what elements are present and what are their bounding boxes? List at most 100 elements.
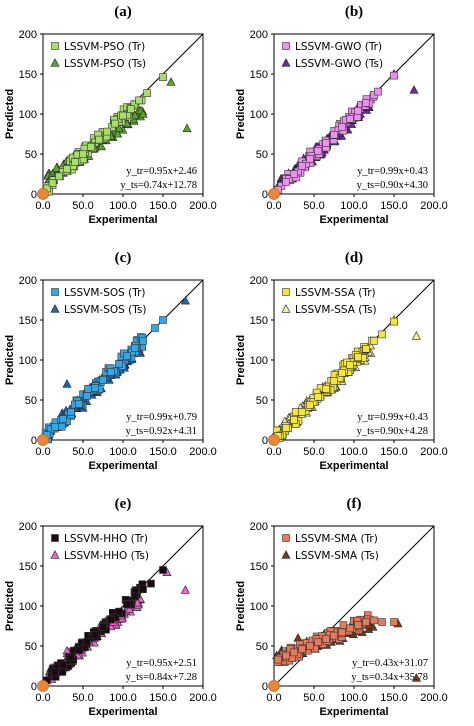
legend-entry: LSSVM-SOS (Tr) bbox=[64, 287, 146, 299]
data-point bbox=[274, 655, 282, 664]
x-tick-label: 0.0 bbox=[266, 200, 281, 212]
legend-entry: LSSVM-GWO (Tr) bbox=[295, 41, 382, 53]
data-point bbox=[138, 109, 148, 118]
data-point bbox=[290, 416, 298, 424]
legend-entry: LSSVM-PSO (Ts) bbox=[64, 58, 146, 70]
panel-label: (c) bbox=[115, 250, 132, 266]
y-tick-label: 50 bbox=[256, 641, 268, 653]
x-tick-label: 100.0 bbox=[109, 200, 137, 212]
y-tick-label: 150 bbox=[19, 315, 37, 327]
data-point bbox=[182, 123, 192, 132]
fit-equation: y_tr=0.99x+0.43 bbox=[357, 166, 428, 177]
data-point bbox=[75, 400, 83, 408]
legend: LSSVM-GWO (Tr) LSSVM-GWO (Ts) bbox=[281, 41, 383, 70]
fit-equation: y_ts=0.90x+4.28 bbox=[357, 426, 428, 437]
data-point bbox=[52, 163, 62, 172]
origin-marker bbox=[37, 434, 49, 446]
legend-entry: LSSVM-GWO (Ts) bbox=[295, 58, 383, 70]
fit-equation: y_ts=0.74x+12.78 bbox=[120, 180, 197, 191]
data-point bbox=[48, 179, 57, 187]
data-point bbox=[370, 616, 378, 625]
legend-swatch bbox=[51, 42, 59, 50]
y-tick-label: 0 bbox=[31, 435, 37, 447]
panel-a: (a) 0.0 50.0 100.0 150.0 200.0 0 50 100 150 200 Exp… bbox=[4, 4, 217, 226]
data-point bbox=[159, 566, 167, 574]
legend-swatch bbox=[281, 550, 291, 559]
data-point bbox=[290, 648, 298, 657]
fit-equation: y_ts=0.92x+4.31 bbox=[126, 426, 197, 437]
data-point bbox=[59, 661, 67, 670]
data-point bbox=[123, 352, 131, 360]
legend-entry: LSSVM-SOS (Ts) bbox=[64, 304, 146, 316]
data-point bbox=[51, 668, 59, 677]
y-tick-label: 150 bbox=[250, 561, 268, 573]
data-point bbox=[338, 368, 346, 377]
data-point bbox=[282, 424, 290, 432]
legend-swatch bbox=[50, 304, 60, 313]
fit-equation: y_ts=0.84x+7.28 bbox=[126, 672, 197, 683]
y-tick-label: 50 bbox=[25, 395, 37, 407]
data-point bbox=[362, 618, 370, 626]
origin-marker bbox=[268, 434, 280, 446]
data-point bbox=[131, 592, 139, 601]
data-point bbox=[123, 600, 131, 609]
data-point bbox=[180, 585, 190, 594]
x-tick-label: 150.0 bbox=[149, 446, 177, 458]
legend-swatch bbox=[282, 42, 290, 50]
data-point bbox=[103, 127, 111, 136]
data-point bbox=[322, 139, 330, 147]
y-tick-label: 0 bbox=[31, 189, 37, 201]
x-tick-label: 150.0 bbox=[380, 200, 408, 212]
data-point bbox=[314, 392, 322, 401]
x-tick-label: 0.0 bbox=[35, 446, 50, 458]
panel-d: (d) 0.0 50.0 100.0 150.0 200.0 0 50 100 150 200 Exp… bbox=[235, 250, 448, 472]
data-point bbox=[362, 344, 370, 353]
data-point bbox=[378, 618, 386, 626]
data-point bbox=[298, 162, 306, 170]
data-point bbox=[338, 628, 346, 637]
y-tick-label: 50 bbox=[256, 149, 268, 161]
data-point bbox=[314, 147, 322, 155]
data-point bbox=[346, 624, 354, 633]
series-square bbox=[41, 73, 167, 196]
data-point bbox=[139, 336, 147, 345]
data-point bbox=[306, 155, 314, 163]
data-point bbox=[306, 642, 314, 650]
data-point bbox=[139, 585, 147, 594]
legend: LSSVM-HHO (Tr) LSSVM-HHO (Ts) bbox=[50, 533, 149, 562]
y-tick-label: 100 bbox=[250, 601, 268, 613]
data-point bbox=[130, 110, 140, 120]
origin-marker bbox=[268, 188, 280, 200]
data-point bbox=[62, 379, 72, 388]
legend-entry: LSSVM-HHO (Ts) bbox=[64, 550, 149, 562]
fit-equation: y_tr=0.99x+0.79 bbox=[126, 412, 197, 423]
data-point bbox=[91, 384, 99, 392]
data-point bbox=[306, 400, 314, 409]
x-axis-title: Experimental bbox=[319, 706, 388, 718]
data-point bbox=[119, 111, 127, 120]
panel-b: (b) 0.0 50.0 100.0 150.0 200.0 0 50 100 150 200 Exp… bbox=[235, 4, 448, 226]
data-point bbox=[354, 107, 362, 115]
y-tick-label: 150 bbox=[19, 561, 37, 573]
panel-label: (d) bbox=[345, 250, 363, 266]
series-square bbox=[273, 317, 398, 440]
data-point bbox=[362, 99, 370, 107]
data-point bbox=[99, 622, 107, 631]
x-tick-label: 50.0 bbox=[303, 446, 324, 458]
data-point bbox=[411, 331, 421, 340]
data-point bbox=[107, 615, 115, 624]
data-point bbox=[330, 376, 338, 385]
data-point bbox=[79, 150, 87, 158]
data-point bbox=[330, 131, 338, 139]
data-point bbox=[411, 673, 421, 682]
data-point bbox=[131, 344, 139, 352]
series-square bbox=[273, 611, 398, 666]
x-tick-label: 50.0 bbox=[72, 200, 93, 212]
y-axis-title: Predicted bbox=[235, 335, 247, 385]
legend: LSSVM-PSO (Tr) LSSVM-PSO (Ts) bbox=[50, 41, 146, 70]
data-point bbox=[113, 128, 123, 138]
y-tick-label: 150 bbox=[250, 315, 268, 327]
data-point bbox=[87, 143, 95, 151]
x-tick-label: 100.0 bbox=[109, 692, 137, 704]
data-point bbox=[91, 630, 99, 639]
